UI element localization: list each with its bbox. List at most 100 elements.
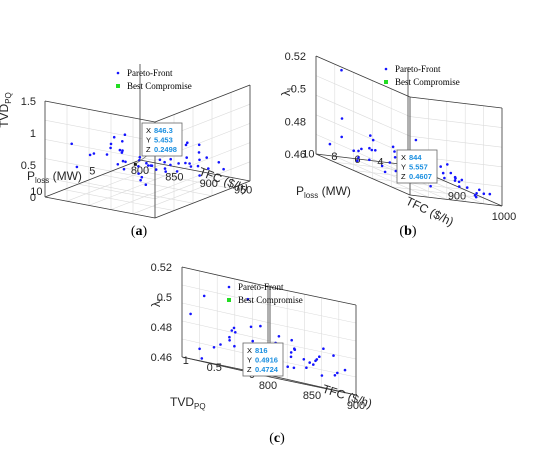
grid-line [372,178,465,190]
pareto-point [105,153,109,156]
pareto-point [109,142,113,146]
pareto-point [92,152,96,155]
pareto-point [163,160,166,164]
pareto-point [228,339,231,342]
grid-line [181,284,271,306]
pareto-point [118,148,122,152]
datatip-pointer [135,154,149,165]
legend-pareto-marker [384,67,388,71]
grid-line [181,302,271,324]
pareto-point [446,163,449,166]
pareto-point [357,156,360,159]
datatip-value: 0.4607 [409,172,432,181]
datatip-key: X [247,346,252,355]
pareto-point [465,186,469,189]
grid-line [269,358,357,378]
axis-edge [44,100,156,123]
panel-label: (a) [131,224,148,239]
panel-label-open: ( [131,224,136,239]
pareto-point [144,183,148,186]
pareto-point [293,348,297,352]
axis-edge [44,196,156,219]
pareto-point [340,68,343,72]
pareto-point [457,180,461,184]
pareto-point [186,141,189,144]
pareto-point [380,164,384,168]
grid-line [315,94,411,137]
pareto-point [116,163,120,166]
y-tick-label: 1 [183,355,189,367]
pareto-point [140,175,144,179]
pareto-point [219,343,222,346]
pareto-point [122,167,126,171]
panel-label: (b) [399,224,416,239]
datatip-value: 5.557 [409,163,428,172]
pareto-point [360,147,363,151]
x-tick-label: 800 [259,380,277,392]
panel-label: (c) [269,431,285,446]
pareto-point [222,167,225,171]
datatip-value: 0.4724 [255,365,279,374]
y-axis-label-sub: loss [304,191,318,200]
y-tick-label: 4 [377,157,383,169]
datatip-key: X [146,126,151,135]
panel-label-letter: a [136,224,143,239]
x-tick-label: 850 [303,390,321,402]
x-tick-label: 1000 [492,211,516,223]
pareto-point [340,117,344,120]
z-tick-label: 0.48 [151,322,172,334]
grid-line [82,181,194,204]
pareto-point [312,363,315,366]
y-axis-label: Ploss (MW) [27,169,82,185]
z-axis-label: λI [149,299,165,307]
pareto-point [70,142,73,146]
x-tick-label: 900 [448,191,466,203]
pareto-point [394,169,398,173]
pareto-point [305,366,308,370]
axis-edge [409,96,503,109]
pareto-point [368,158,371,162]
pareto-point [370,148,374,152]
legend-pareto-marker [227,285,231,289]
pareto-point [202,294,206,298]
pareto-point [147,164,150,167]
pareto-point [137,172,140,175]
datatip-key: X [401,153,406,162]
x-tick-label: 900 [347,400,365,412]
pareto-point [198,158,201,162]
datatip-key: Z [247,365,252,374]
pareto-point [356,159,359,162]
pareto-point [371,138,375,142]
axis-edge [139,159,251,182]
panel-label-close: ) [412,224,417,239]
axis-edge [269,286,357,306]
datatip-value: 816 [255,346,268,355]
pareto-point [198,347,201,351]
pareto-point [177,162,180,165]
pareto-point [292,366,296,370]
pareto-point [196,164,200,168]
pareto-point [449,171,453,175]
z-tick-label: 0.5 [291,84,306,96]
pareto-point [488,192,492,196]
pareto-point [383,170,387,174]
legend-best-label: Best Compromise [127,81,192,91]
grid-line [44,139,156,161]
legend-best-marker [227,298,231,302]
pareto-point [340,135,344,139]
datatip-box [141,122,183,157]
grid-line [269,340,357,360]
legend-pareto-label: Pareto-Front [238,282,284,292]
legend-best-marker [384,80,388,84]
pareto-point [198,174,201,177]
pareto-point [352,149,356,152]
grid-line [409,135,503,148]
z-axis-label-main: λ [279,90,293,96]
panel-label-letter: c [274,431,280,446]
datatip-key: Y [247,356,252,365]
